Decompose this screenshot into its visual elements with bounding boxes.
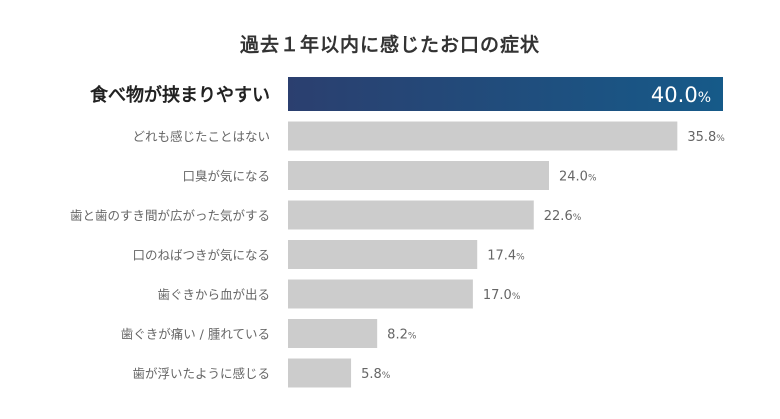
category-label: 歯が浮いたように感じる	[132, 366, 270, 381]
category-label: 口のねばつきが気になる	[132, 248, 270, 263]
bar	[288, 319, 378, 348]
value-number: 17.4	[487, 249, 516, 264]
chart-title: 過去１年以内に感じたお口の症状	[239, 34, 540, 56]
value-label: 5.8%	[361, 367, 391, 382]
value-label: 17.0%	[483, 288, 521, 303]
value-number: 35.8	[687, 130, 716, 145]
value-number: 22.6	[544, 209, 573, 224]
value-label: 40.0%	[651, 83, 711, 107]
value-label: 8.2%	[387, 328, 417, 343]
bar	[288, 358, 352, 388]
value-number: 40.0	[651, 83, 698, 107]
value-label: 24.0%	[559, 170, 597, 185]
value-number: 24.0	[559, 170, 588, 185]
value-unit: %	[698, 90, 711, 106]
value-number: 5.8	[361, 367, 382, 382]
bar	[288, 279, 473, 309]
value-unit: %	[382, 371, 391, 381]
value-unit: %	[512, 292, 521, 302]
value-number: 8.2	[387, 328, 408, 343]
bar	[288, 200, 534, 230]
value-unit: %	[516, 253, 525, 263]
bar	[288, 161, 549, 190]
category-label: 口臭が気になる	[182, 169, 270, 184]
value-unit: %	[716, 134, 725, 144]
value-label: 22.6%	[544, 209, 582, 224]
value-label: 35.8%	[687, 130, 725, 145]
value-label: 17.4%	[487, 249, 525, 264]
value-unit: %	[573, 213, 582, 223]
bar	[288, 121, 678, 151]
category-label: 食べ物が挟まりやすい	[89, 84, 270, 106]
value-unit: %	[408, 332, 417, 342]
value-unit: %	[588, 174, 597, 184]
category-label: どれも感じたことはない	[132, 129, 270, 144]
bar	[288, 77, 723, 111]
bar	[288, 240, 478, 269]
category-label: 歯ぐきから血が出る	[157, 287, 270, 302]
value-number: 17.0	[483, 288, 512, 303]
category-label: 歯ぐきが痛い / 腫れている	[121, 327, 270, 342]
category-label: 歯と歯のすき間が広がった気がする	[70, 208, 270, 223]
